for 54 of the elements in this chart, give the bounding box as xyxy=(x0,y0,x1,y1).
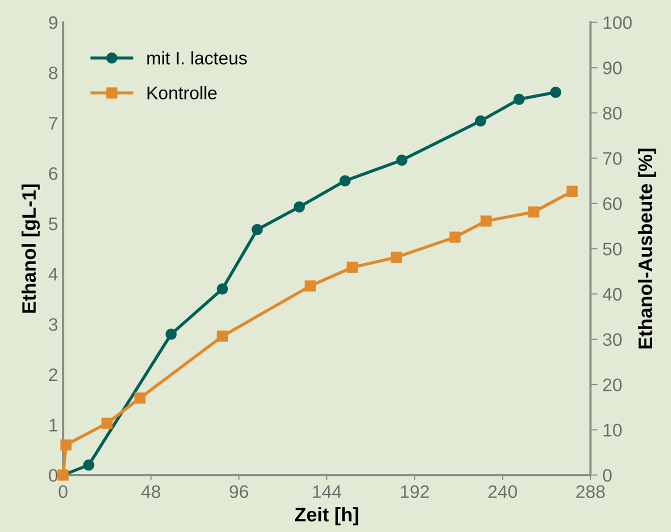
y-tick-label: 9 xyxy=(49,16,58,30)
point xyxy=(216,283,228,295)
x-tick-label: 288 xyxy=(576,485,605,498)
y-axis-title: Ethanol [gL-1] xyxy=(22,184,40,313)
y2-tick-label: 10 xyxy=(604,424,622,437)
x-tick-label: 96 xyxy=(230,485,248,498)
x-tick-label: 192 xyxy=(400,485,429,498)
point xyxy=(396,154,408,166)
y2-tick-label: 50 xyxy=(603,242,622,256)
point xyxy=(390,252,402,263)
point xyxy=(475,115,486,126)
y-tick-label: 3 xyxy=(48,318,58,331)
point xyxy=(340,175,351,186)
point xyxy=(528,206,540,218)
y2-tick-label: 20 xyxy=(603,378,622,392)
point xyxy=(550,86,562,98)
y2-tick-label: 60 xyxy=(603,197,622,210)
point xyxy=(166,328,177,340)
point xyxy=(566,186,578,197)
y2-tick-label: 30 xyxy=(602,333,622,346)
point xyxy=(294,201,305,213)
y-tick-label: 4 xyxy=(48,268,58,280)
point xyxy=(83,459,94,471)
y2-tick-label: 100 xyxy=(604,16,632,30)
point xyxy=(134,392,146,404)
y-tick-label: 5 xyxy=(48,218,58,230)
x-tick-label: 48 xyxy=(141,485,160,498)
y-tick-label: 6 xyxy=(49,167,58,180)
y-tick-label: 8 xyxy=(48,66,58,80)
x-tick-label: 0 xyxy=(58,485,68,498)
x-axis-title: Zeit [h] xyxy=(294,507,358,526)
point xyxy=(216,330,228,342)
point xyxy=(101,418,113,429)
y2-tick-label: 0 xyxy=(602,469,612,482)
y2-tick-label: 40 xyxy=(602,288,622,301)
point xyxy=(480,215,492,227)
y-tick-label: 7 xyxy=(49,117,58,130)
y2-tick-label: 70 xyxy=(603,152,622,165)
x-tick-label: 144 xyxy=(313,485,342,498)
point xyxy=(346,262,358,273)
x-tick-label: 240 xyxy=(488,485,517,498)
y-tick-label: 2 xyxy=(49,368,58,382)
y2-tick-label: 90 xyxy=(603,62,622,74)
point xyxy=(449,232,461,243)
legend-label: Kontrolle xyxy=(148,86,217,100)
legend-label: mit I. lacteus xyxy=(147,51,247,64)
point xyxy=(252,224,263,236)
y2-axis-title: Ethanol-Ausbeute [%] xyxy=(638,148,656,348)
point xyxy=(60,439,72,450)
y-tick-label: 0 xyxy=(48,469,58,482)
point xyxy=(304,280,316,292)
y2-tick-label: 80 xyxy=(603,106,622,120)
y-tick-label: 1 xyxy=(50,418,58,432)
point xyxy=(514,94,525,105)
